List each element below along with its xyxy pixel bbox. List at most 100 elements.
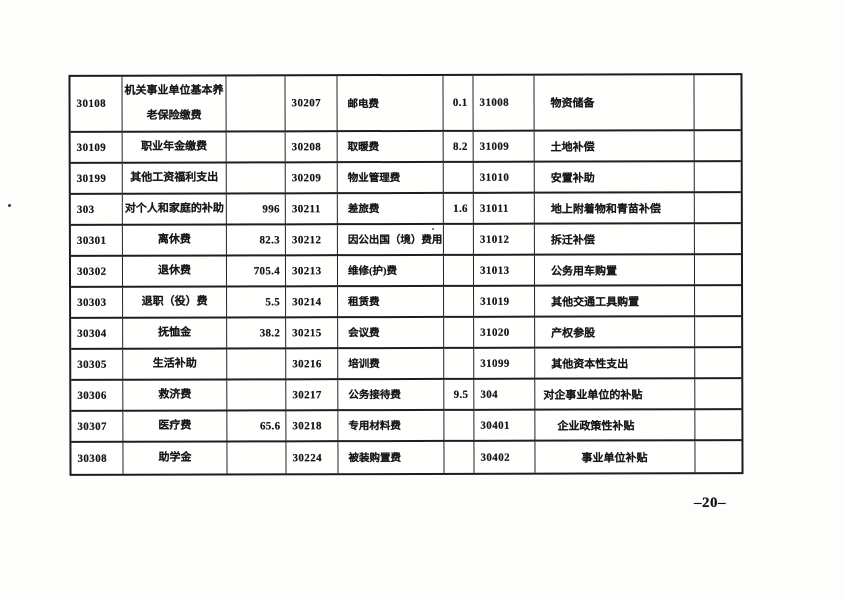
cell-code: 30208 <box>285 132 338 164</box>
cell-code: 31008 <box>473 75 535 132</box>
cell-code: 30199 <box>70 163 123 195</box>
cell-value <box>694 131 741 163</box>
cell-value <box>443 224 474 256</box>
cell-label: 安置补助 <box>534 162 695 194</box>
cell-value <box>443 255 475 287</box>
cell-code: 30303 <box>71 287 124 319</box>
scan-speck <box>432 228 434 230</box>
cell-code: 30302 <box>70 256 124 288</box>
cell-value <box>695 410 742 442</box>
cell-label: 公务接待费 <box>338 379 445 412</box>
scan-speck <box>8 204 11 207</box>
cell-code: 31013 <box>473 255 536 287</box>
cell-value: 5.5 <box>227 287 287 319</box>
cell-value: 9.5 <box>444 379 475 411</box>
cell-label: 租赁费 <box>338 286 445 319</box>
cell-label: 事业单位补贴 <box>535 441 696 473</box>
cell-value: 0.1 <box>443 75 474 132</box>
cell-code: 30217 <box>286 380 339 412</box>
cell-value: 1.6 <box>443 193 474 225</box>
cell-code: 31009 <box>473 131 535 163</box>
cell-value <box>444 286 475 318</box>
cell-value <box>694 75 741 132</box>
cell-code: 30218 <box>286 411 339 443</box>
cell-value <box>694 224 741 256</box>
cell-label: 医疗费 <box>123 411 228 443</box>
cell-code: 304 <box>474 379 536 411</box>
cell-value: 82.3 <box>226 225 286 257</box>
cell-code: 31012 <box>473 224 535 256</box>
cell-label: 培训费 <box>338 348 445 381</box>
cell-label: 会议费 <box>338 317 445 350</box>
cell-value <box>226 163 286 195</box>
expenditure-table: 30108 机关事业单位基本养老保险缴费 30207 邮电费 0.1 31008 物资储备 3… <box>68 73 744 476</box>
cell-label: 其他资本性支出 <box>535 348 696 380</box>
cell-value <box>694 255 742 287</box>
cell-value <box>444 348 475 380</box>
cell-label: 产权参股 <box>535 317 696 349</box>
cell-code: 30305 <box>71 349 124 381</box>
cell-value <box>695 379 742 411</box>
cell-code: 31019 <box>474 286 536 318</box>
cell-value <box>444 410 475 442</box>
cell-label: 企业政策性补贴 <box>535 410 696 442</box>
cell-label: 土地补偿 <box>534 131 695 163</box>
cell-value <box>226 76 286 133</box>
cell-code: 30207 <box>285 76 338 133</box>
cell-code: 30215 <box>286 318 339 350</box>
cell-label: 职业年金缴费 <box>122 132 227 164</box>
cell-value: 996 <box>226 194 286 226</box>
cell-value <box>695 441 741 472</box>
cell-label: 离休费 <box>122 225 227 257</box>
cell-code: 303 <box>70 194 123 226</box>
cell-code: 30216 <box>286 349 339 381</box>
cell-code: 30212 <box>285 225 338 257</box>
cell-code: 30214 <box>286 287 339 319</box>
cell-label: 邮电费 <box>337 75 444 133</box>
cell-value <box>227 380 287 412</box>
cell-label: 对个人和家庭的补助 <box>122 194 227 226</box>
cell-value: 8.2 <box>443 131 474 163</box>
cell-value <box>443 162 474 194</box>
cell-label: 被装购置费 <box>338 441 445 474</box>
cell-label: 对企事业单位的补贴 <box>535 379 696 411</box>
cell-code: 30109 <box>70 132 123 164</box>
cell-code: 30108 <box>70 76 123 133</box>
cell-value: 705.4 <box>226 256 287 288</box>
cell-value <box>227 442 287 474</box>
cell-value <box>694 162 741 194</box>
cell-value <box>695 286 742 318</box>
cell-code: 30304 <box>71 318 124 350</box>
cell-label: 物业管理费 <box>337 162 444 195</box>
cell-label: 取暖费 <box>337 131 444 164</box>
cell-label: 退职（役）费 <box>123 287 228 319</box>
cell-value <box>227 349 287 381</box>
cell-label: 拆迁补偿 <box>534 224 695 256</box>
cell-label: 其他交通工具购置 <box>535 286 696 318</box>
cell-code: 30308 <box>71 442 124 474</box>
cell-value <box>695 317 742 349</box>
cell-code: 30402 <box>474 441 536 473</box>
cell-code: 31011 <box>473 193 535 225</box>
cell-label: 维修(护)费 <box>337 255 445 288</box>
cell-value <box>444 317 475 349</box>
cell-label: 抚恤金 <box>123 318 228 350</box>
cell-value <box>226 132 286 164</box>
page-number: –20– <box>694 495 726 511</box>
cell-label: 地上附着物和青苗补偿 <box>534 193 695 225</box>
cell-value: 38.2 <box>227 318 287 350</box>
cell-code: 30213 <box>285 256 339 288</box>
cell-code: 31020 <box>474 317 536 349</box>
cell-label: 其他工资福利支出 <box>122 163 227 195</box>
cell-label: 退休费 <box>122 256 228 288</box>
cell-label: 机关事业单位基本养老保险缴费 <box>122 76 227 133</box>
cell-code: 30224 <box>286 442 339 474</box>
cell-value <box>694 193 741 225</box>
cell-value <box>444 441 475 473</box>
cell-label: 生活补助 <box>123 349 228 381</box>
cell-code: 30301 <box>70 225 123 257</box>
cell-label: 公务用车购置 <box>534 255 696 287</box>
cell-label: 差旅费 <box>337 193 444 226</box>
cell-label: 因公出国（境）费用 <box>337 224 444 257</box>
